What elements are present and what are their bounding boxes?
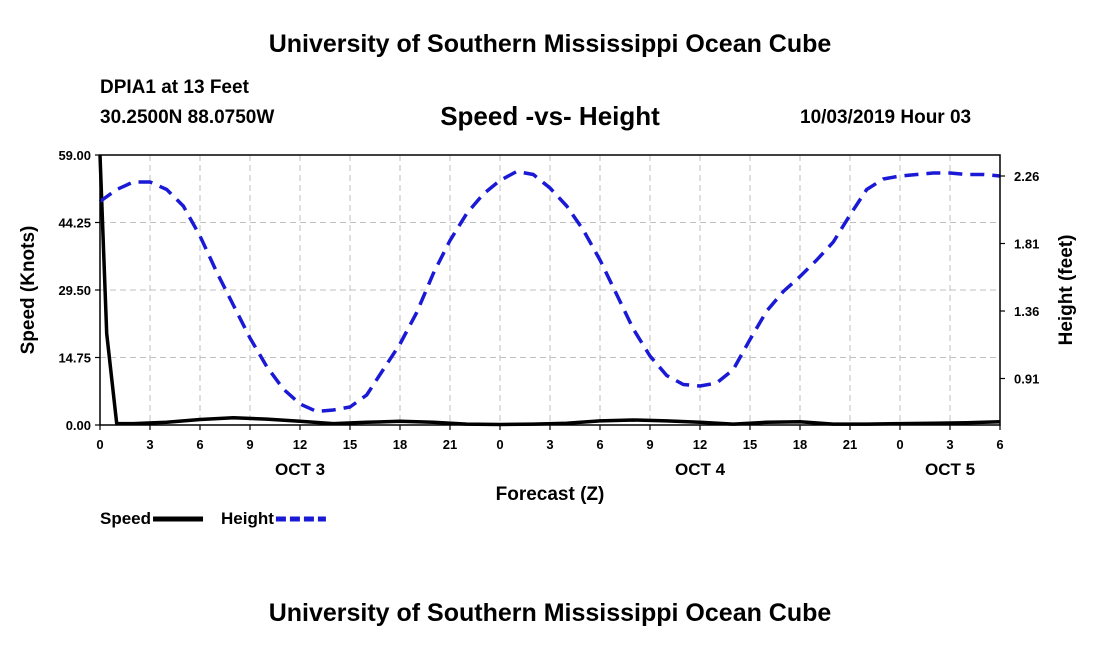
x-tick-label: 0 bbox=[96, 437, 103, 452]
legend-label-height: Height bbox=[221, 509, 274, 528]
axes: 0 3 6 9 12 15 18 21 0 3 6 9 12 15 18 21 0 3 6 0.00 14.75 29.5… bbox=[58, 148, 1039, 479]
x-tick-label: 12 bbox=[693, 437, 707, 452]
height-series-line bbox=[98, 169, 1001, 414]
y-axis-title: Speed (Knots) bbox=[18, 226, 39, 355]
datetime-label: 10/03/2019 Hour 03 bbox=[800, 107, 972, 128]
x-tick-label: 6 bbox=[996, 437, 1003, 452]
y2-tick-label: 1.36 bbox=[1014, 304, 1039, 319]
x-tick-label: 0 bbox=[496, 437, 503, 452]
x-tick-label: 18 bbox=[393, 437, 407, 452]
day-label: OCT 3 bbox=[275, 460, 325, 479]
x-tick-label: 15 bbox=[343, 437, 357, 452]
x-tick-label: 18 bbox=[793, 437, 807, 452]
legend-label-speed: Speed bbox=[100, 509, 151, 528]
x-tick-label: 9 bbox=[646, 437, 653, 452]
x-tick-label: 6 bbox=[596, 437, 603, 452]
coordinates-label: 30.2500N 88.0750W bbox=[100, 107, 275, 128]
y2-tick-label: 1.81 bbox=[1014, 237, 1039, 252]
page-title-bottom: University of Southern Mississippi Ocean… bbox=[268, 599, 832, 627]
x-tick-label: 3 bbox=[946, 437, 953, 452]
station-label: DPIA1 at 13 Feet bbox=[100, 77, 249, 98]
x-tick-label: 21 bbox=[843, 437, 857, 452]
page-title-top: University of Southern Mississippi Ocean… bbox=[268, 30, 832, 58]
y-tick-label: 14.75 bbox=[58, 351, 91, 366]
day-label: OCT 5 bbox=[925, 460, 975, 479]
chart-title: Speed -vs- Height bbox=[440, 101, 660, 131]
legend: Speed Height bbox=[100, 509, 326, 528]
y2-tick-label: 2.26 bbox=[1014, 169, 1039, 184]
x-tick-label: 21 bbox=[443, 437, 457, 452]
x-tick-label: 3 bbox=[146, 437, 153, 452]
y2-tick-label: 0.91 bbox=[1014, 372, 1039, 387]
y-tick-label: 59.00 bbox=[58, 148, 91, 163]
x-tick-label: 9 bbox=[246, 437, 253, 452]
y2-axis-title: Height (feet) bbox=[1056, 235, 1077, 346]
x-tick-label: 15 bbox=[743, 437, 757, 452]
y-tick-label: 44.25 bbox=[58, 216, 91, 231]
y-tick-label: 0.00 bbox=[66, 418, 91, 433]
x-tick-label: 12 bbox=[293, 437, 307, 452]
grid-lines bbox=[100, 155, 1000, 425]
x-tick-label: 6 bbox=[196, 437, 203, 452]
day-label: OCT 4 bbox=[675, 460, 726, 479]
x-tick-label: 0 bbox=[896, 437, 903, 452]
y-tick-label: 29.50 bbox=[58, 283, 91, 298]
x-axis-title: Forecast (Z) bbox=[496, 484, 605, 505]
x-tick-label: 3 bbox=[546, 437, 553, 452]
